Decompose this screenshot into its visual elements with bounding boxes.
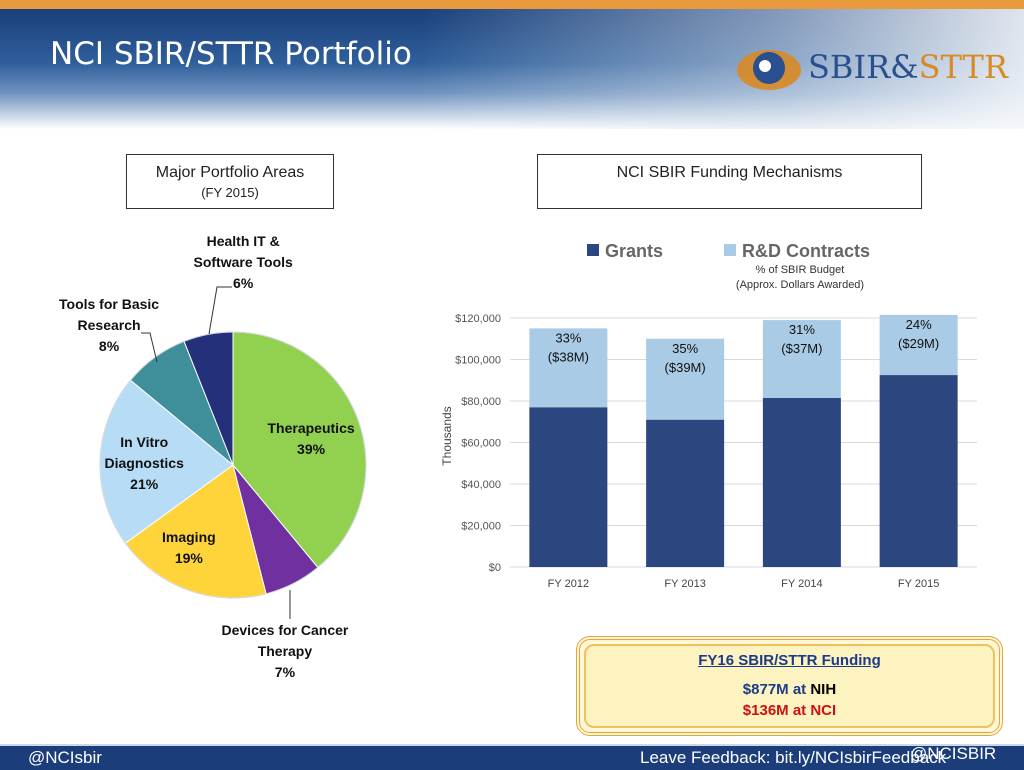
- pie-label-line: Therapy: [257, 643, 313, 659]
- pie-label-devices-for-cancer-therapy: Devices for Cancer Therapy 7%: [222, 620, 349, 683]
- pie-label-line: In Vitro: [120, 434, 169, 450]
- page-title: NCI SBIR/STTR Portfolio: [50, 36, 412, 72]
- budget-note-line2: (Approx. Dollars Awarded): [735, 279, 865, 291]
- bar-data-label: 24%: [906, 317, 932, 332]
- logo-text: SBIR&STTR: [808, 48, 1008, 86]
- logo-text-amp: &: [890, 48, 919, 86]
- pie-label-therapeutics: Therapeutics 39%: [268, 418, 355, 460]
- logo-text-sttr: STTR: [918, 48, 1008, 86]
- fy16-nih-amount: $877M at: [742, 681, 811, 698]
- pie-outline: [99, 331, 367, 599]
- bar-grants: [646, 419, 725, 567]
- x-tick-label: FY 2012: [548, 578, 589, 590]
- portfolio-areas-title: Major Portfolio Areas: [155, 164, 305, 181]
- bar-data-label: ($29M): [898, 336, 939, 351]
- pie-label-line: Diagnostics: [104, 455, 184, 471]
- y-tick-label: $0: [489, 562, 501, 574]
- y-tick-label: $40,000: [461, 479, 501, 491]
- pie-label-line: 8%: [98, 338, 120, 354]
- pie-label-line: 19%: [174, 550, 203, 566]
- y-tick-label: $80,000: [461, 396, 501, 408]
- pie-label-line: 6%: [233, 275, 254, 291]
- footer-twitter-handle[interactable]: @NCIsbir: [28, 748, 102, 767]
- x-tick-label: FY 2015: [898, 578, 939, 590]
- pie-label-line: 21%: [130, 476, 159, 492]
- fy16-funding-box-inner: [584, 644, 995, 728]
- y-tick-label: $60,000: [461, 438, 501, 450]
- sbir-sttr-logo: [737, 50, 801, 90]
- bar-data-label: 33%: [555, 330, 581, 345]
- bar-contracts: [879, 314, 958, 376]
- pie-label-health-it-software-tools: Health IT & Software Tools 6%: [194, 231, 293, 294]
- funding-mechanisms-box: NCI SBIR Funding Mechanisms: [537, 154, 922, 209]
- logo-text-sbir: SBIR: [808, 48, 891, 86]
- x-tick-label: FY 2013: [664, 578, 705, 590]
- pie-label-line: Devices for Cancer: [221, 622, 349, 638]
- bar-data-label: 31%: [789, 322, 815, 337]
- legend-contracts: R&D Contracts: [724, 241, 870, 262]
- bar-contracts: [646, 338, 725, 420]
- pie-label-imaging: Imaging 19%: [162, 527, 216, 569]
- fy16-nci-amount: $136M at: [742, 702, 811, 719]
- legend-grants: Grants: [587, 241, 663, 262]
- legend-grants-label: Grants: [605, 241, 664, 261]
- bar-grants: [879, 375, 958, 567]
- bar-grants: [529, 407, 608, 567]
- fy16-nih-org: NIH: [810, 681, 837, 698]
- bar-data-label: ($38M): [548, 349, 589, 364]
- fy16-funding-title: FY16 SBIR/STTR Funding: [698, 652, 881, 669]
- pie-label-in-vitro-diagnostics: In Vitro Diagnostics 21%: [105, 432, 184, 495]
- fy16-nih-funding: $877M at NIH: [576, 681, 1003, 698]
- bar-contracts: [762, 320, 841, 398]
- y-axis-label: Thousands: [440, 406, 454, 465]
- header-banner-fade: [420, 9, 1024, 129]
- pie-label-tools-for-basic-research: Tools for Basic Research 8%: [59, 294, 159, 357]
- pie-label-line: Tools for Basic: [59, 296, 160, 312]
- funding-mechanisms-title: NCI SBIR Funding Mechanisms: [616, 164, 843, 181]
- pie-label-line: 39%: [297, 441, 326, 457]
- y-tick-label: $100,000: [455, 355, 501, 367]
- bar-data-label: 35%: [672, 341, 698, 356]
- footer-bar: [0, 744, 1024, 770]
- bar-grants: [762, 397, 841, 567]
- leader-health-it: [208, 286, 232, 335]
- footer-feedback-link[interactable]: Leave Feedback: bit.ly/NCIsbirFeedback: [640, 748, 947, 767]
- portfolio-areas-year: (FY 2015): [201, 185, 259, 200]
- footer-handle-overlay: @NCISBIR: [910, 744, 997, 763]
- portfolio-areas-box: Major Portfolio Areas (FY 2015): [126, 154, 334, 209]
- budget-note: % of SBIR Budget (Approx. Dollars Awarde…: [700, 263, 900, 293]
- bar-data-label: ($39M): [665, 360, 706, 375]
- pie-label-line: Research: [77, 317, 141, 333]
- top-accent-stripe: [0, 0, 1024, 9]
- pie-label-line: Imaging: [162, 529, 216, 545]
- legend-contracts-label: R&D Contracts: [742, 241, 871, 261]
- legend-contracts-swatch: [724, 244, 736, 257]
- pie-label-line: Therapeutics: [267, 420, 355, 436]
- pie-label-line: Software Tools: [193, 254, 293, 270]
- y-tick-label: $120,000: [455, 313, 501, 325]
- y-tick-label: $20,000: [461, 521, 501, 533]
- legend-grants-swatch: [587, 244, 599, 257]
- bar-contracts: [529, 328, 608, 408]
- leader-tools: [141, 332, 158, 363]
- fy16-nci-org: NCI: [810, 702, 837, 719]
- budget-note-line1: % of SBIR Budget: [755, 264, 845, 276]
- pie-label-line: 7%: [274, 664, 296, 680]
- bar-data-label: ($37M): [781, 341, 822, 356]
- pie-label-line: Health IT &: [206, 233, 280, 249]
- x-tick-label: FY 2014: [781, 578, 822, 590]
- fy16-nci-funding: $136M at NCI: [576, 702, 1003, 719]
